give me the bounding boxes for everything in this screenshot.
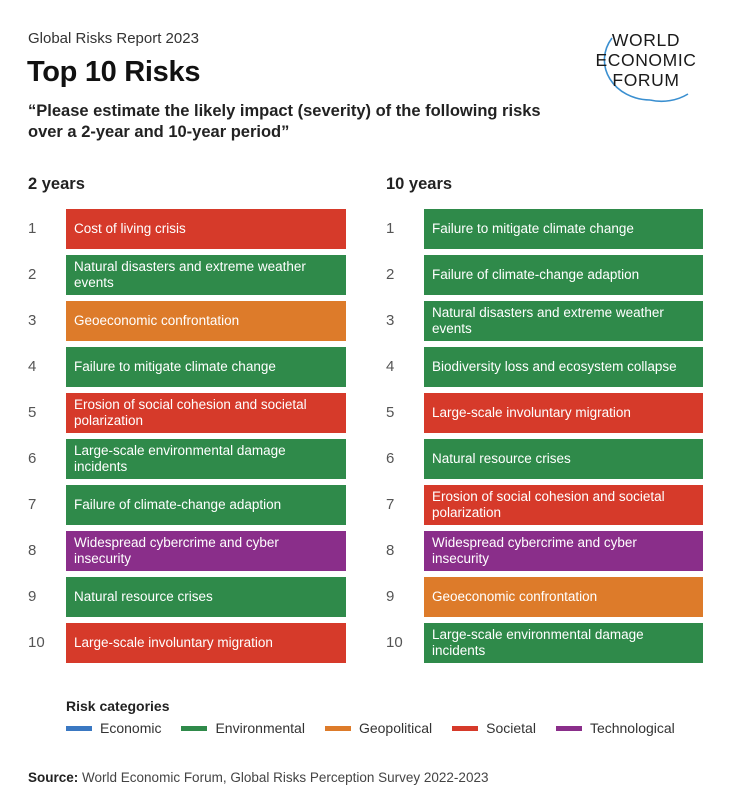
rank-number: 6 bbox=[386, 450, 395, 467]
risk-bar: Large-scale environmental damage inciden… bbox=[424, 623, 703, 663]
source-label: Source: bbox=[28, 770, 79, 785]
rank-number: 1 bbox=[28, 220, 37, 237]
risk-bar: Erosion of social cohesion and societal … bbox=[66, 393, 346, 433]
wef-logo-arc-icon bbox=[603, 37, 689, 103]
rank-number: 1 bbox=[386, 220, 395, 237]
legend-label: Technological bbox=[589, 720, 675, 736]
legend-swatch bbox=[181, 725, 208, 731]
rank-number: 4 bbox=[386, 358, 395, 375]
rank-number: 10 bbox=[386, 634, 403, 651]
risk-label: Natural resource crises bbox=[74, 589, 213, 604]
rank-number: 9 bbox=[386, 588, 395, 605]
risk-bar: Natural disasters and extreme weather ev… bbox=[424, 301, 703, 341]
rank-number: 8 bbox=[386, 542, 395, 559]
risk-label: Large-scale involuntary migration bbox=[74, 635, 273, 650]
risk-label: Geoeconomic confrontation bbox=[74, 313, 240, 328]
rank-number: 6 bbox=[28, 450, 37, 467]
risk-bar: Failure to mitigate climate change bbox=[424, 209, 703, 249]
legend-item: Technological bbox=[555, 720, 675, 736]
risk-label: Natural disasters and extreme weather ev… bbox=[74, 259, 306, 290]
survey-question: “Please estimate the likely impact (seve… bbox=[28, 102, 541, 141]
risk-bar: Natural resource crises bbox=[66, 577, 346, 617]
risk-label: Failure to mitigate climate change bbox=[432, 221, 634, 236]
legend-label: Societal bbox=[486, 720, 536, 736]
risk-bar: Large-scale involuntary migration bbox=[66, 623, 346, 663]
source-note: Source: World Economic Forum, Global Ris… bbox=[28, 770, 488, 785]
risk-label: Failure of climate-change adaption bbox=[74, 497, 282, 512]
legend-label: Environmental bbox=[215, 720, 305, 736]
legend-item: Environmental bbox=[181, 720, 305, 736]
risk-label: Widespread cybercrime and cyber insecuri… bbox=[74, 535, 279, 566]
logo-line-economic: ECONOMIC bbox=[595, 50, 697, 70]
risk-label: Cost of living crisis bbox=[74, 221, 186, 236]
column-heading-10-years: 10 years bbox=[386, 175, 453, 193]
risk-bar: Large-scale environmental damage inciden… bbox=[66, 439, 346, 479]
rank-number: 10 bbox=[28, 634, 45, 651]
rank-number: 7 bbox=[28, 496, 37, 513]
logo-line-world: WORLD bbox=[611, 30, 681, 50]
risk-bar: Widespread cybercrime and cyber insecuri… bbox=[66, 531, 346, 571]
legend-label: Geopolitical bbox=[358, 720, 433, 736]
risk-bar: Cost of living crisis bbox=[66, 209, 346, 249]
legend-swatch bbox=[555, 725, 582, 731]
legend-swatch bbox=[452, 725, 479, 731]
legend-swatch bbox=[66, 725, 92, 731]
risk-label: Failure to mitigate climate change bbox=[74, 359, 276, 374]
rank-number: 5 bbox=[28, 404, 37, 421]
risk-bar: Erosion of social cohesion and societal … bbox=[424, 485, 703, 525]
legend-swatch bbox=[324, 725, 351, 731]
rank-number: 9 bbox=[28, 588, 37, 605]
risk-bar: Natural disasters and extreme weather ev… bbox=[66, 255, 346, 295]
risk-label: Large-scale involuntary migration bbox=[432, 405, 631, 420]
risk-label: Erosion of social cohesion and societal … bbox=[74, 397, 307, 428]
risk-label: Erosion of social cohesion and societal … bbox=[432, 489, 665, 520]
wef-logo: WORLD ECONOMIC FORUM bbox=[584, 30, 708, 90]
page-title: Top 10 Risks bbox=[27, 56, 201, 88]
legend: Economic Environmental Geopolitical Societa… bbox=[66, 720, 695, 736]
risk-label: Geoeconomic confrontation bbox=[432, 589, 598, 604]
risk-label: Widespread cybercrime and cyber insecuri… bbox=[432, 535, 637, 566]
legend-label: Economic bbox=[100, 720, 162, 736]
legend-item: Geopolitical bbox=[324, 720, 433, 736]
risk-bar: Biodiversity loss and ecosystem collapse bbox=[424, 347, 703, 387]
risk-label: Biodiversity loss and ecosystem collapse bbox=[432, 359, 677, 374]
risk-bar: Widespread cybercrime and cyber insecuri… bbox=[424, 531, 703, 571]
risk-bar: Geoeconomic confrontation bbox=[66, 301, 346, 341]
rank-number: 2 bbox=[386, 266, 395, 283]
risk-bar: Failure of climate-change adaption bbox=[424, 255, 703, 295]
legend-item: Economic bbox=[66, 720, 161, 736]
risk-label: Natural resource crises bbox=[432, 451, 571, 466]
rank-number: 3 bbox=[386, 312, 395, 329]
column-heading-2-years: 2 years bbox=[28, 175, 85, 193]
risk-label: Large-scale environmental damage inciden… bbox=[74, 443, 286, 474]
rank-number: 7 bbox=[386, 496, 395, 513]
rank-number: 3 bbox=[28, 312, 37, 329]
risk-bar: Failure of climate-change adaption bbox=[66, 485, 346, 525]
legend-title: Risk categories bbox=[66, 698, 170, 714]
risk-label: Large-scale environmental damage inciden… bbox=[432, 627, 644, 658]
risk-bar: Failure to mitigate climate change bbox=[66, 347, 346, 387]
rank-number: 2 bbox=[28, 266, 37, 283]
rank-number: 8 bbox=[28, 542, 37, 559]
risk-bar: Geoeconomic confrontation bbox=[424, 577, 703, 617]
rank-number: 4 bbox=[28, 358, 37, 375]
logo-line-forum: FORUM bbox=[612, 70, 680, 90]
risk-bar: Natural resource crises bbox=[424, 439, 703, 479]
risk-bar: Large-scale involuntary migration bbox=[424, 393, 703, 433]
source-text: World Economic Forum, Global Risks Perce… bbox=[82, 770, 489, 785]
risk-label: Natural disasters and extreme weather ev… bbox=[432, 305, 664, 336]
risk-label: Failure of climate-change adaption bbox=[432, 267, 640, 282]
report-label: Global Risks Report 2023 bbox=[28, 30, 199, 47]
rank-number: 5 bbox=[386, 404, 395, 421]
legend-item: Societal bbox=[452, 720, 536, 736]
